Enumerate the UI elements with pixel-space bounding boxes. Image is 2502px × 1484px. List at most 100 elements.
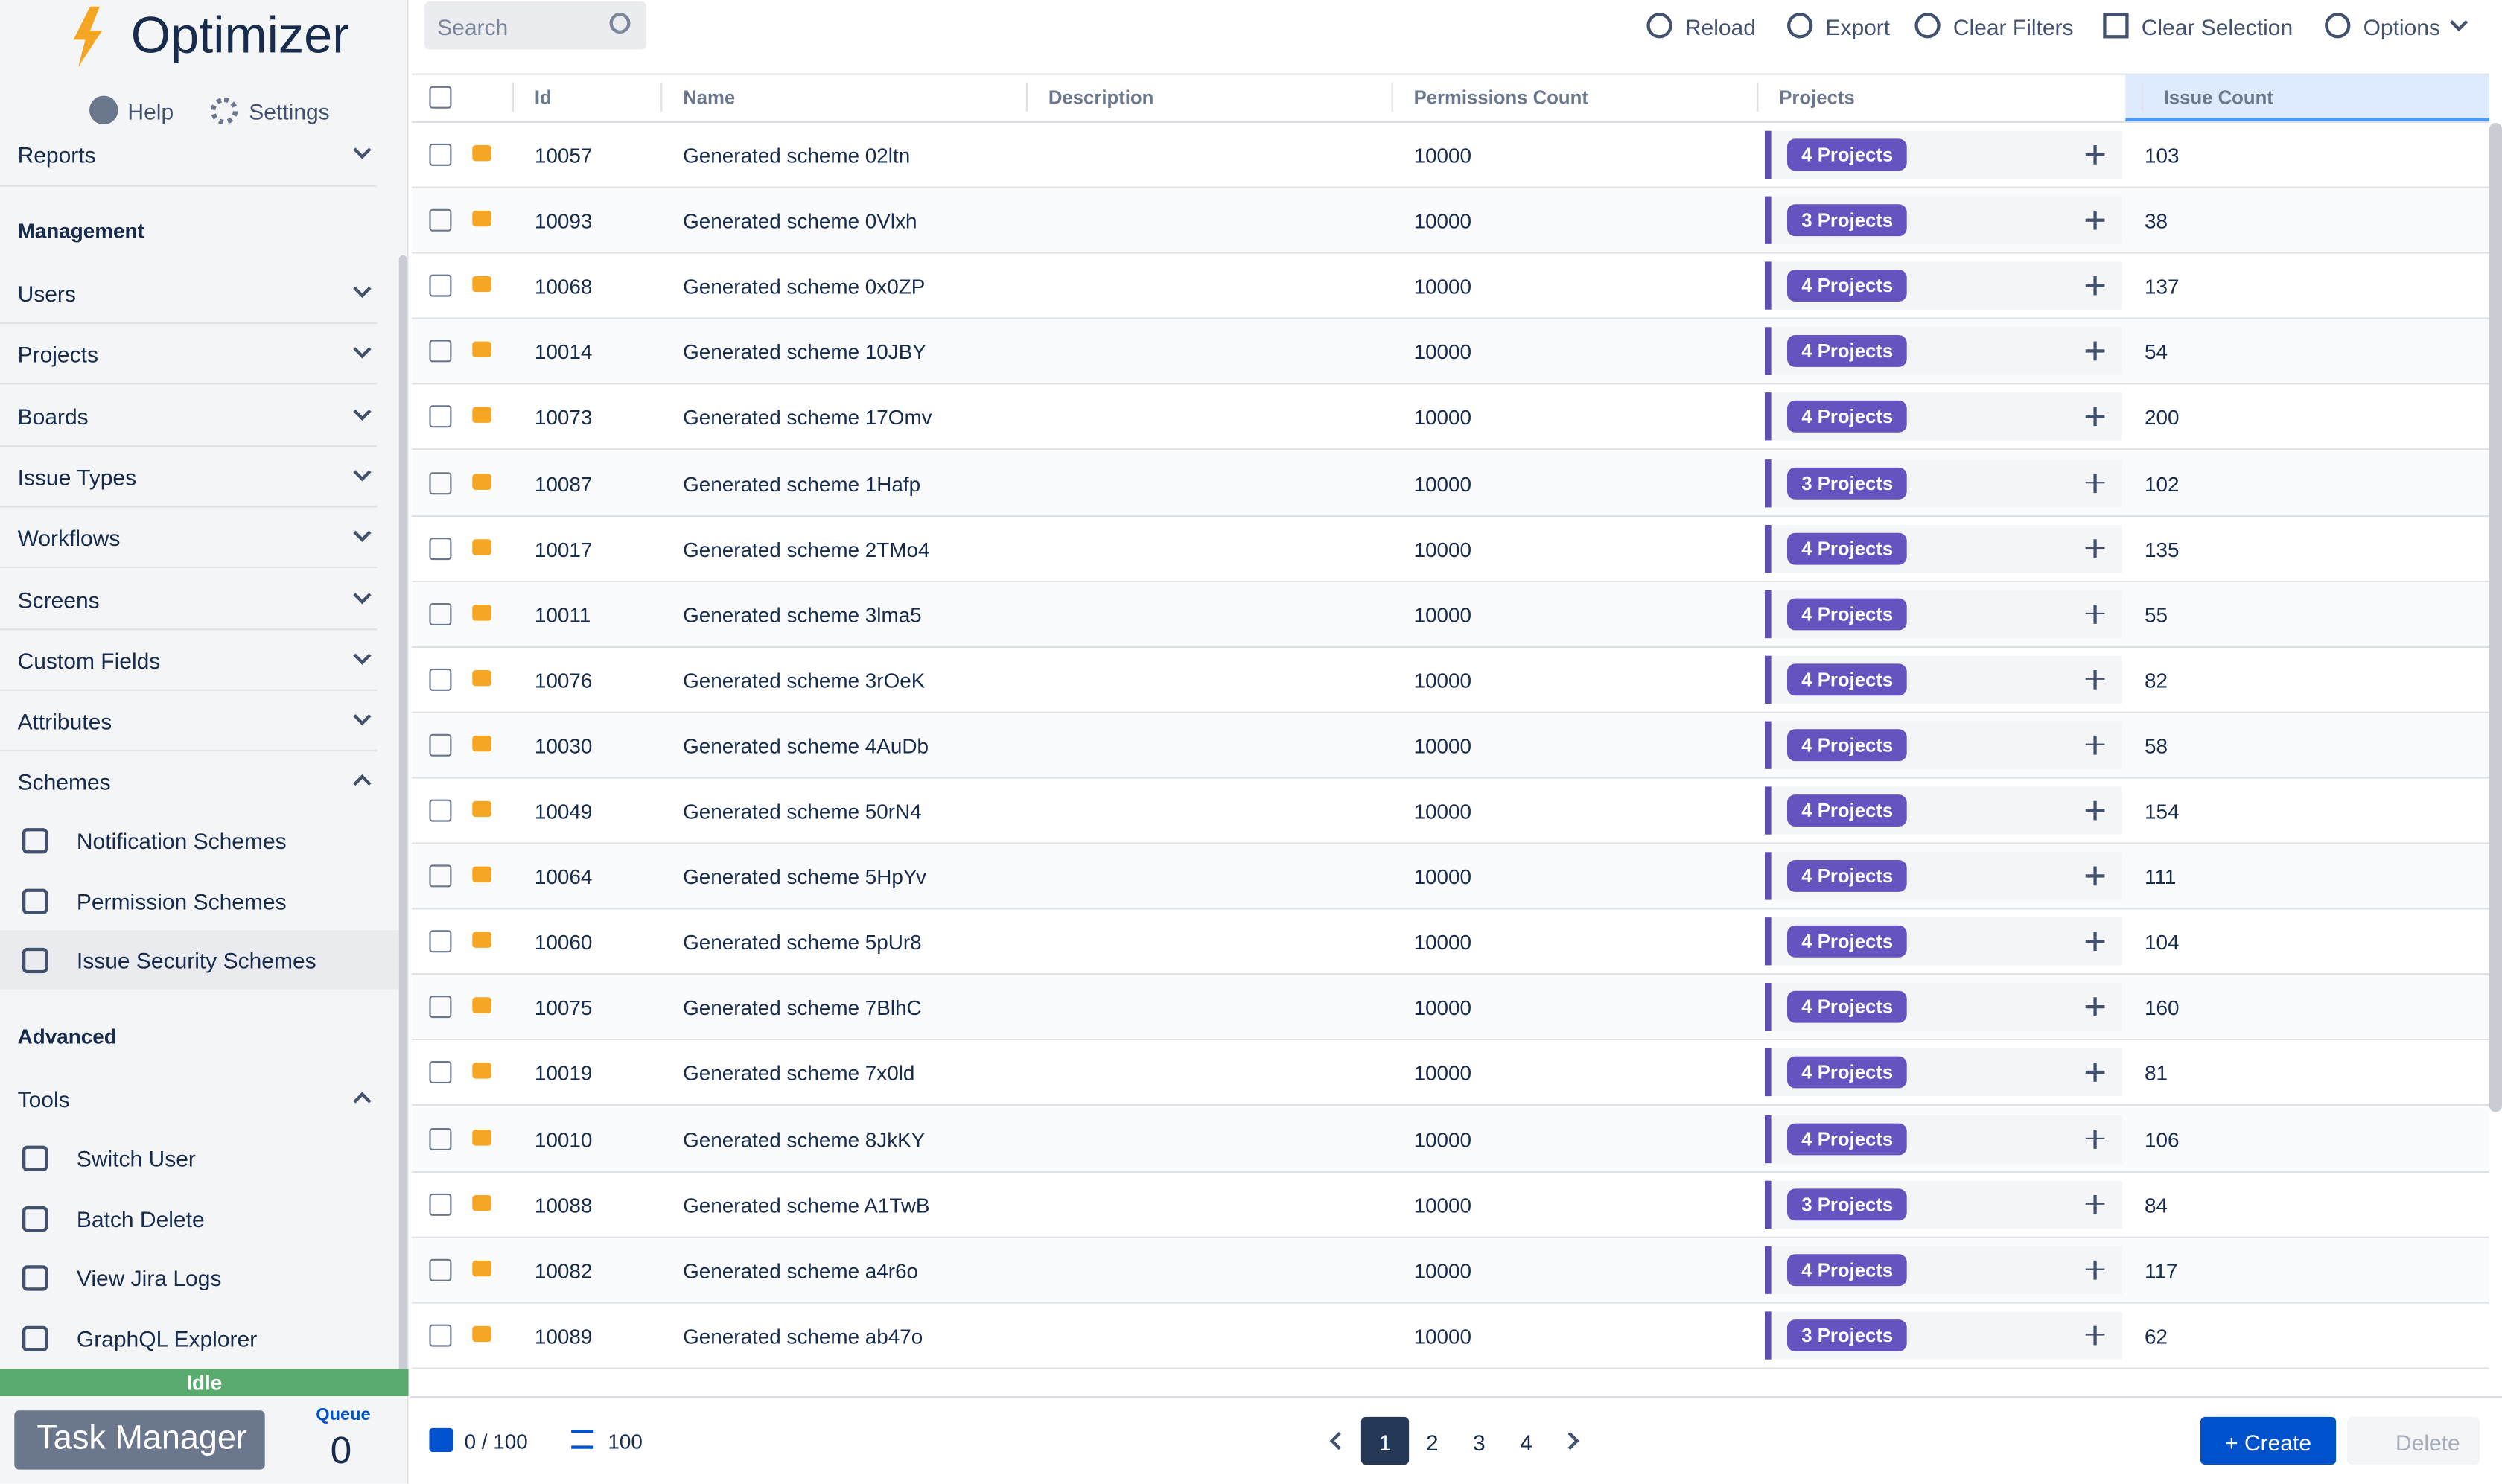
cell-name[interactable]: Generated scheme 02ltn [683,143,911,168]
cell-name[interactable]: Generated scheme A1TwB [683,1192,930,1217]
cell-name[interactable]: Generated scheme 5HpYv [683,864,926,889]
page-button[interactable]: 4 [1520,1430,1532,1456]
cell-name[interactable]: Generated scheme 50rN4 [683,799,922,824]
cell-name[interactable]: Generated scheme 7BlhC [683,996,922,1020]
projects-badge[interactable]: 4 Projects [1787,270,1908,302]
header-checkbox[interactable] [429,86,452,109]
nav-subitem[interactable]: Switch User [76,1145,196,1171]
row-checkbox[interactable] [429,864,452,888]
column-header[interactable]: Permissions Count [1413,86,1588,109]
projects-badge[interactable]: 4 Projects [1787,729,1908,761]
nav-item[interactable]: Users [17,281,76,307]
cell-name[interactable]: Generated scheme 5pUr8 [683,930,922,955]
create-button[interactable]: + Create [2200,1416,2337,1465]
column-header[interactable]: Name [683,86,736,109]
projects-badge[interactable]: 4 Projects [1787,138,1908,171]
cell-name[interactable]: Generated scheme 3rOeK [683,668,926,692]
cell-name[interactable]: Generated scheme 10JBY [683,340,926,365]
projects-badge[interactable]: 3 Projects [1787,1319,1908,1351]
nav-item[interactable]: Reports [17,141,96,168]
projects-badge[interactable]: 4 Projects [1787,335,1908,368]
toolbar-button[interactable]: Reload [1684,14,1756,40]
select-all-checkbox[interactable] [429,1427,453,1452]
cell-name[interactable]: Generated scheme 4AuDb [683,733,929,758]
delete-button[interactable]: Delete [2347,1416,2480,1465]
row-checkbox[interactable] [429,1061,452,1084]
cell-name[interactable]: Generated scheme ab47o [683,1324,923,1348]
nav-item[interactable]: Boards [17,403,89,429]
toolbar-button[interactable]: Clear Selection [2141,14,2294,40]
task-manager-button[interactable]: Task Manager [14,1410,265,1470]
settings-link[interactable]: Settings [249,98,330,125]
column-header[interactable]: Description [1048,86,1154,109]
cell-name[interactable]: Generated scheme 17Omv [683,406,932,430]
row-checkbox[interactable] [429,274,452,297]
projects-badge[interactable]: 4 Projects [1787,1122,1908,1155]
row-checkbox[interactable] [429,602,452,625]
nav-item[interactable]: Screens [17,586,100,612]
row-checkbox[interactable] [429,208,452,232]
projects-badge[interactable]: 3 Projects [1787,204,1908,237]
cell-name[interactable]: Generated scheme 0Vlxh [683,208,917,234]
projects-badge[interactable]: 4 Projects [1787,991,1908,1024]
nav-item[interactable]: Attributes [17,708,112,734]
projects-badge[interactable]: 4 Projects [1787,663,1908,695]
row-checkbox[interactable] [429,1127,452,1150]
nav-item[interactable]: Projects [17,342,98,368]
row-checkbox[interactable] [429,1192,452,1215]
nav-subitem[interactable]: Issue Security Schemes [76,947,316,974]
toolbar-button[interactable]: Clear Filters [1952,14,2074,40]
row-checkbox[interactable] [429,537,452,560]
nav-subitem[interactable]: Notification Schemes [76,828,287,854]
row-checkbox[interactable] [429,996,452,1019]
cell-name[interactable]: Generated scheme 1Hafp [683,471,921,496]
projects-badge[interactable]: 4 Projects [1787,1057,1908,1089]
nav-item[interactable]: Custom Fields [17,647,161,673]
nav-item[interactable]: Issue Types [17,464,137,490]
row-checkbox[interactable] [429,1324,452,1347]
row-checkbox[interactable] [429,930,452,953]
search-input[interactable]: Search [424,1,646,50]
row-checkbox[interactable] [429,143,452,166]
column-header[interactable]: Projects [1779,86,1855,109]
column-header[interactable]: Id [534,86,552,109]
row-checkbox[interactable] [429,799,452,822]
row-checkbox[interactable] [429,340,452,363]
row-checkbox[interactable] [429,1258,452,1281]
nav-subitem[interactable]: Permission Schemes [76,888,287,914]
nav-item[interactable]: Schemes [17,769,111,795]
toolbar-button[interactable]: Options [2363,14,2440,40]
projects-badge[interactable]: 4 Projects [1787,597,1908,630]
page-button[interactable]: 2 [1425,1430,1439,1456]
projects-badge[interactable]: 4 Projects [1787,401,1908,433]
cell-name[interactable]: Generated scheme 7x0ld [683,1061,915,1086]
projects-badge[interactable]: 3 Projects [1787,1188,1908,1220]
row-checkbox[interactable] [429,668,452,691]
cell-name[interactable]: Generated scheme a4r6o [683,1258,919,1283]
cell-name[interactable]: Generated scheme 8JkKY [683,1127,926,1152]
cell-name[interactable]: Generated scheme 3lma5 [683,602,922,627]
nav-item[interactable]: Tools [17,1086,70,1112]
row-checkbox[interactable] [429,471,452,494]
projects-badge[interactable]: 3 Projects [1787,466,1908,499]
row-checkbox[interactable] [429,406,452,429]
nav-item[interactable]: Workflows [17,525,121,551]
help-link[interactable]: Help [127,98,174,125]
column-header[interactable]: Issue Count [2163,86,2273,109]
toolbar-button[interactable]: Export [1825,14,1891,40]
projects-badge[interactable]: 4 Projects [1787,860,1908,893]
app-title: Optimizer [130,6,350,64]
projects-badge[interactable]: 4 Projects [1787,1253,1908,1286]
projects-badge[interactable]: 4 Projects [1787,926,1908,958]
projects-badge[interactable]: 4 Projects [1787,794,1908,827]
nav-subitem[interactable]: View Jira Logs [76,1265,222,1291]
projects-badge[interactable]: 4 Projects [1787,532,1908,564]
nav-subitem[interactable]: Batch Delete [76,1205,205,1232]
nav-subitem[interactable]: GraphQL Explorer [76,1325,258,1351]
page-button[interactable]: 1 [1360,1416,1410,1465]
row-checkbox[interactable] [429,733,452,757]
page-size[interactable]: 100 [608,1430,643,1454]
page-button[interactable]: 3 [1473,1430,1486,1456]
cell-name[interactable]: Generated scheme 0x0ZP [683,274,926,299]
cell-name[interactable]: Generated scheme 2TMo4 [683,537,930,561]
